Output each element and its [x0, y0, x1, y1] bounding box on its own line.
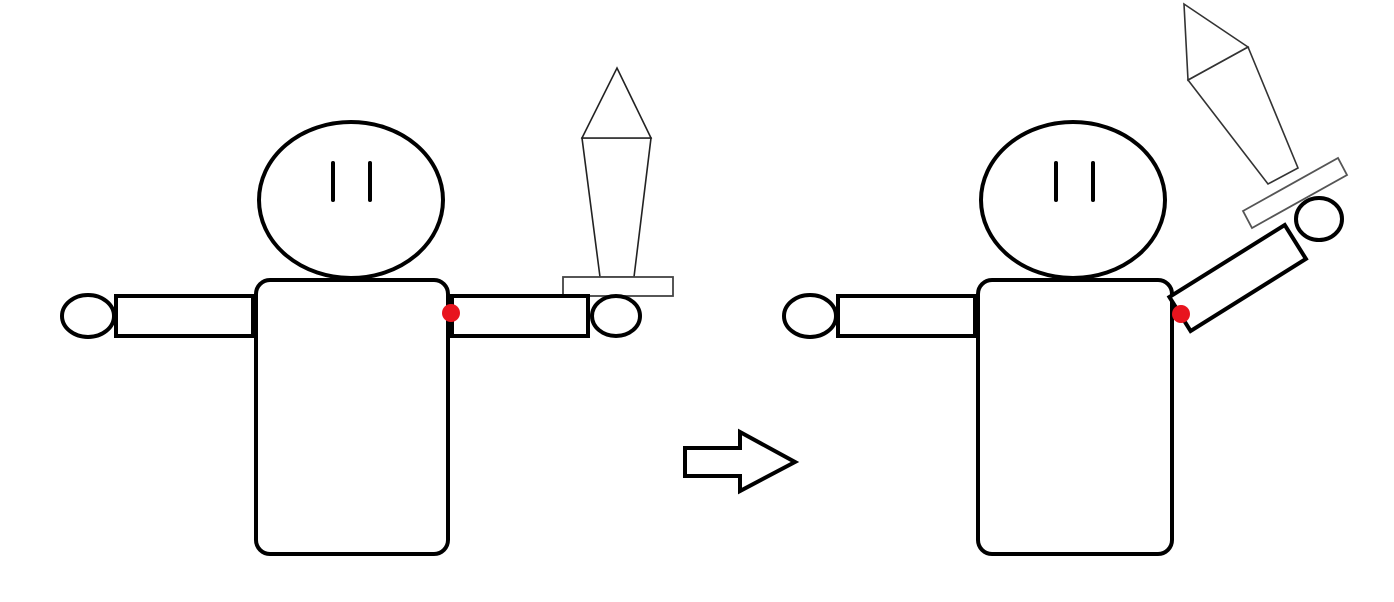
- head: [257, 120, 445, 280]
- shoulder-pivot-dot: [442, 304, 460, 322]
- right-arrow-icon: [683, 428, 800, 495]
- sword-tip: [580, 66, 653, 139]
- shoulder-pivot-dot: [1172, 305, 1190, 323]
- right-hand: [590, 294, 642, 338]
- left-arm: [114, 294, 255, 338]
- left-hand: [782, 293, 838, 339]
- right-hand: [1294, 196, 1344, 242]
- head: [979, 120, 1167, 280]
- right-arm-group: [1166, 2, 1349, 334]
- body: [254, 278, 450, 556]
- right-arm-group: [442, 66, 674, 338]
- sword-guard: [1241, 156, 1349, 230]
- sword: [562, 66, 674, 297]
- sword-blade: [581, 137, 652, 278]
- sword: [1183, 2, 1349, 230]
- sword-guard: [562, 276, 674, 297]
- left-hand: [60, 293, 116, 339]
- left-arm: [836, 294, 977, 338]
- figure-after: [782, 2, 1349, 556]
- figure-before: [60, 66, 674, 556]
- sword-tip: [1183, 2, 1250, 82]
- right-arm: [450, 294, 590, 338]
- body: [976, 278, 1174, 556]
